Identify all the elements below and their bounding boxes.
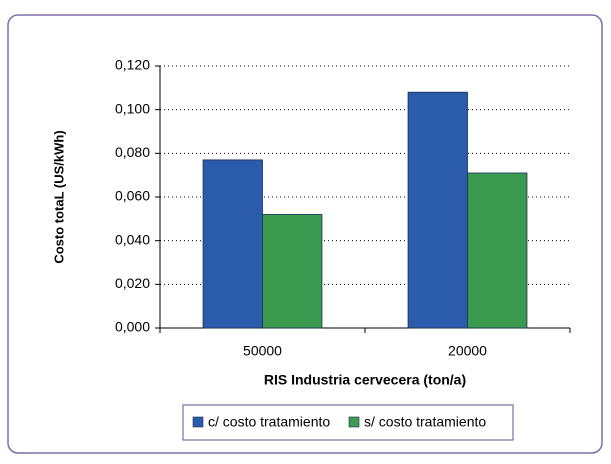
bar [202,159,263,329]
bar [467,172,528,329]
y-tick-label: 0,060 [115,188,150,204]
y-tick-label: 0,080 [115,144,150,160]
bar [262,214,323,329]
x-tick-label: 20000 [448,343,487,359]
x-tick-label: 50000 [243,343,282,359]
y-tick-label: 0,100 [115,100,150,116]
y-tick-label: 0,120 [115,57,150,73]
legend-label: c/ costo tratamiento [208,414,330,430]
legend-swatch [192,416,204,428]
legend-swatch [348,416,360,428]
y-tick-label: 0,040 [115,231,150,247]
legend [182,404,514,441]
bar [407,91,468,329]
x-axis-title: RIS Industria cervecera (ton/a) [264,372,466,388]
y-tick-label: 0,000 [115,319,150,335]
y-axis-title: Costo totaL (US/kWh) [51,130,66,263]
y-tick-label: 0,020 [115,275,150,291]
legend-label: s/ costo tratamiento [364,414,486,430]
